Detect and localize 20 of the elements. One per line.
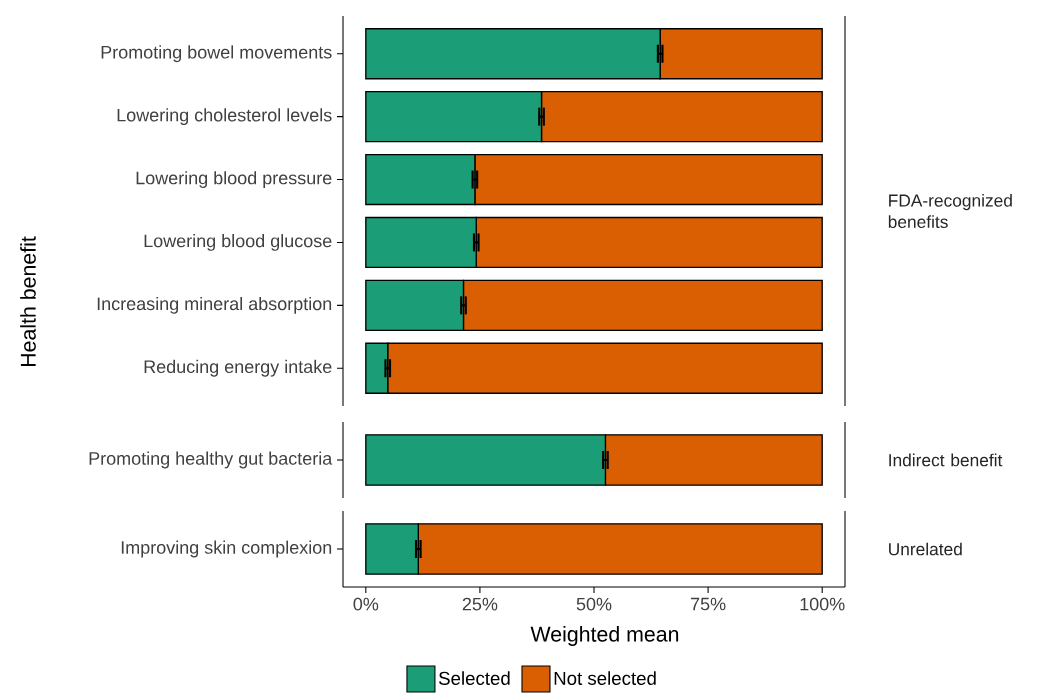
text: Indirect benefit xyxy=(889,453,1003,467)
x-tick-label: 75% xyxy=(691,597,726,611)
y-tick-label: Promoting healthy gut bacteria xyxy=(89,451,333,469)
text: FDA-recognized benefits xyxy=(888,193,1012,229)
y-tick-label: Improving skin complexion xyxy=(121,540,332,558)
y-tick-label: Lowering cholesterol levels xyxy=(117,108,332,126)
x-tick-label: 50% xyxy=(576,597,612,611)
legend-label: Selected xyxy=(439,671,510,685)
legend-label: Not selected xyxy=(554,671,656,685)
y-tick-label: Promoting bowel movements xyxy=(101,45,332,63)
y-tick-label: Lowering blood pressure xyxy=(136,171,332,188)
y-tick-label: Reducing energy intake xyxy=(144,359,332,377)
x-axis-title: Weighted mean xyxy=(530,626,679,646)
y-axis-title: Health benefit xyxy=(20,236,36,367)
x-tick-label: 0% xyxy=(353,597,379,611)
y-tick-label: Increasing mineral absorption xyxy=(97,296,332,314)
x-tick-label: 100% xyxy=(800,597,845,611)
x-tick-label: 25% xyxy=(462,597,498,611)
y-tick-label: Lowering blood glucose xyxy=(144,234,332,251)
text: Unrelated xyxy=(889,542,962,556)
